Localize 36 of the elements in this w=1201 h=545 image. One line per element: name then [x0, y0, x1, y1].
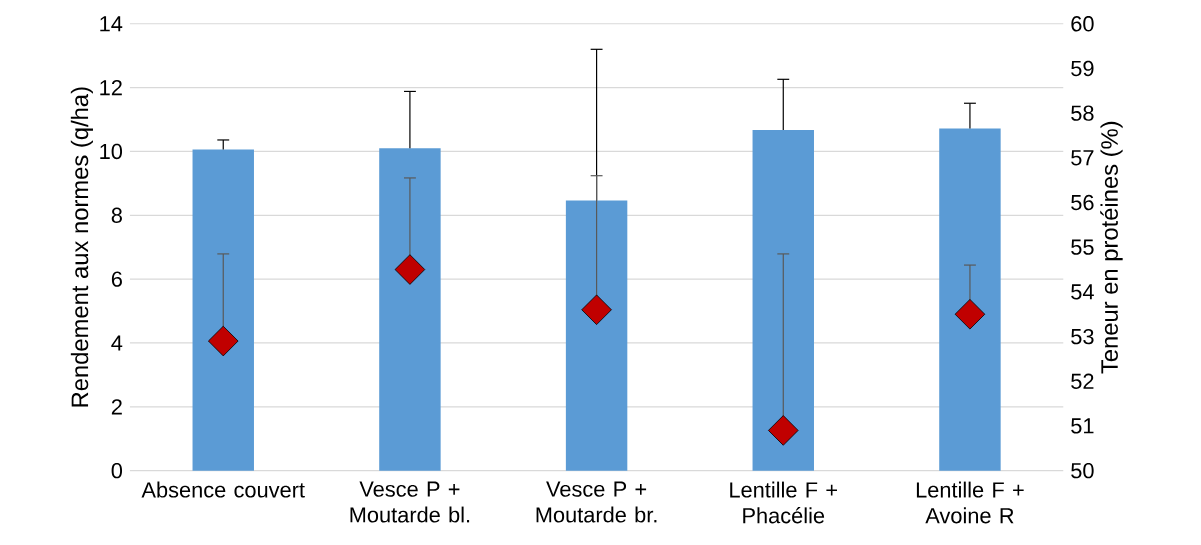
bar	[565, 200, 628, 471]
bar	[939, 128, 1001, 471]
y-tick-label: 2	[111, 399, 122, 415]
y2-tick-label: 54	[1071, 284, 1094, 300]
bar	[379, 148, 441, 471]
bar	[192, 149, 254, 471]
y-axis-title: Rendement aux normes (q/ha)	[70, 87, 93, 407]
bar	[752, 130, 814, 471]
y2-tick-label: 59	[1071, 60, 1094, 77]
point	[581, 294, 612, 326]
y2-axis-title: Teneur en protéines (%)	[1100, 121, 1123, 374]
x-tick-label: Absence couvert	[141, 481, 305, 498]
point	[768, 415, 799, 446]
x-tick-label: Vesce P + Moutarde br.	[536, 481, 657, 523]
y2-tick-label: 60	[1071, 16, 1094, 32]
y2-tick-label: 53	[1071, 328, 1094, 345]
point	[394, 254, 426, 285]
x-tick-label: Vesce P + Moutarde bl.	[350, 481, 470, 523]
x-tick-label: Lentille F + Avoine R	[916, 481, 1024, 524]
y-tick-label: 14	[100, 16, 123, 32]
y2-tick-label: 55	[1071, 239, 1094, 255]
y2-tick-label: 51	[1071, 418, 1094, 434]
y-tick-label: 8	[111, 207, 122, 224]
y2-tick-label: 57	[1071, 150, 1094, 166]
y2-tick-label: 56	[1071, 194, 1094, 211]
point	[954, 299, 986, 330]
y-tick-label: 6	[111, 271, 122, 287]
point	[208, 325, 239, 357]
y2-tick-label: 52	[1071, 373, 1094, 389]
y2-tick-label: 58	[1071, 105, 1094, 121]
y-tick-label: 10	[100, 143, 123, 160]
y-tick-label: 0	[111, 462, 123, 479]
y2-tick-label: 50	[1071, 462, 1094, 479]
y-tick-label: 12	[100, 80, 122, 96]
y-tick-label: 4	[111, 335, 123, 351]
x-tick-label: Lentille F + Phacélie	[730, 481, 837, 524]
